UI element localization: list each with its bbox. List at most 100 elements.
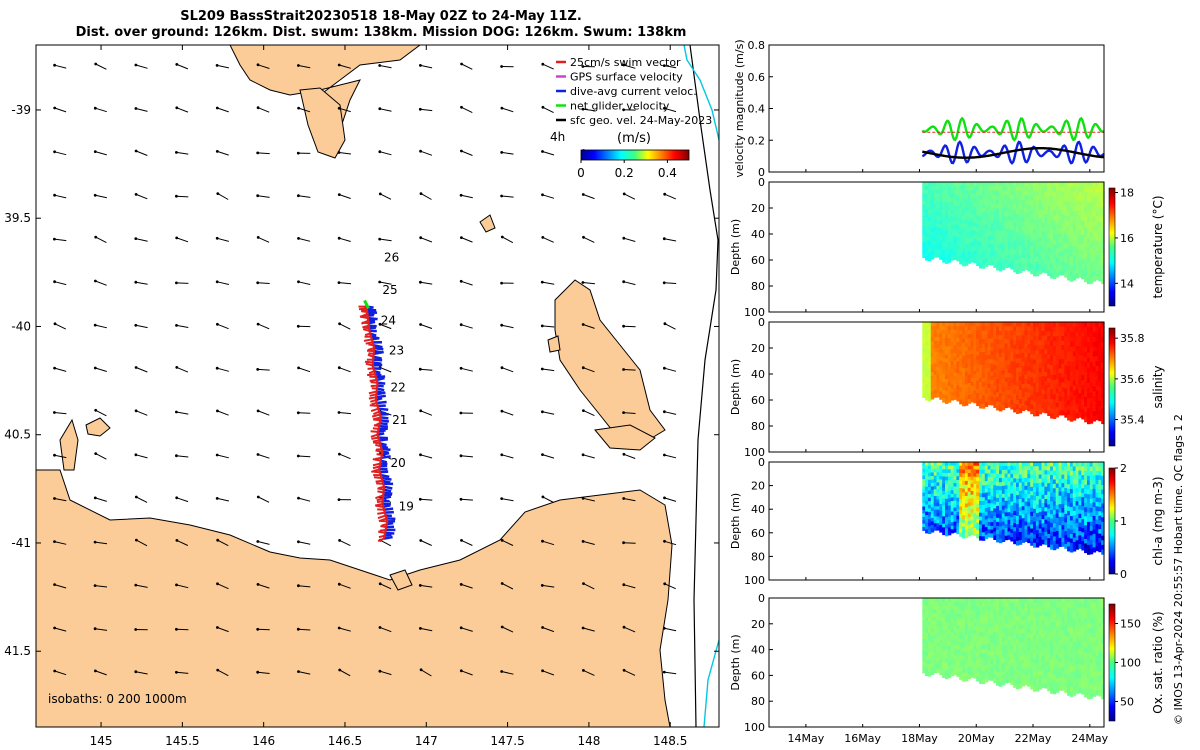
sfc-vector-head-197: [256, 583, 260, 586]
sfc-vector-head-124: [540, 367, 544, 371]
map-ytick-label-0: -39: [11, 103, 31, 117]
sfc-vector-17: [95, 107, 107, 113]
sfc-vector-head-86: [297, 280, 300, 284]
sfc-vector-3: [176, 63, 189, 70]
sfc-vector-44: [542, 151, 555, 156]
sfc-vector-head-169: [418, 497, 422, 501]
sfc-vector-head-166: [297, 496, 300, 500]
sfc-vector-head-50: [134, 193, 138, 196]
sfc-vector-50: [135, 193, 148, 200]
sfc-vector-9: [420, 64, 433, 69]
sfc-vector-175: [664, 497, 677, 502]
sfc-vector-head-130: [134, 409, 138, 413]
sfc-vector-head-80: [53, 280, 56, 284]
sfc-vector-head-223: [662, 626, 666, 630]
sfc-vector-49: [95, 194, 108, 199]
sfc-vector-head-181: [256, 540, 260, 543]
sfc-vector-head-65: [94, 235, 98, 239]
sfc-vector-head-187: [500, 539, 504, 542]
sfc-vector-78: [623, 237, 636, 242]
swim-vector-2-0: [374, 503, 383, 507]
sfc-vector-41: [420, 150, 433, 156]
sfc-vector-head-172: [541, 495, 545, 499]
swim-vector-10-1: [364, 360, 373, 364]
flinders-island: [554, 279, 666, 446]
sfc-vector-head-230: [297, 670, 300, 673]
sfc-vector-head-105: [419, 323, 422, 326]
current-vector-7-3: [378, 407, 389, 412]
sfc-vector-head-195: [175, 583, 178, 587]
sfc-vector-head-82: [134, 280, 138, 284]
sfc-vector-head-6: [297, 64, 300, 67]
sfc-vector-head-122: [459, 366, 463, 370]
sfc-vector-155: [501, 454, 514, 459]
sfc-vector-head-150: [296, 454, 300, 458]
current-vector-10-5: [373, 349, 382, 354]
sfc-vector-52: [217, 193, 229, 200]
map-xtick-label-5: 147.5: [490, 734, 524, 748]
sfc-vector-head-154: [459, 454, 463, 458]
sfc-vector-head-202: [459, 583, 463, 586]
legend-timestep: 4h: [550, 130, 565, 144]
sfc-vector-head-25: [418, 107, 422, 111]
sfc-vector-head-40: [378, 150, 382, 154]
sfc-vector-head-68: [215, 236, 219, 240]
sfc-vector-96: [54, 323, 67, 330]
sfc-vector-head-179: [175, 539, 179, 542]
map-xtick-label-3: 146.5: [328, 734, 362, 748]
sfc-vector-183: [339, 539, 351, 547]
sfc-vector-64: [54, 238, 67, 242]
sfc-vector-37: [257, 152, 270, 155]
sfc-vector-159: [664, 454, 677, 459]
sfc-vector-134: [298, 412, 311, 414]
isobath-200m-east: [689, 45, 719, 727]
sfc-vector-56: [380, 193, 392, 200]
sfc-vector-93: [582, 282, 595, 285]
sfc-vector-head-143: [663, 410, 666, 414]
sfc-vector-head-41: [419, 149, 422, 153]
sfc-vector-head-106: [459, 323, 463, 327]
sfc-vector-149: [257, 454, 270, 459]
sfc-vector-head-233: [419, 668, 423, 672]
sfc-vector-26: [461, 106, 473, 114]
colorbar-label: (m/s): [617, 131, 651, 146]
sfc-vector-21: [257, 107, 270, 113]
sfc-vector-148: [217, 454, 229, 459]
map-xtick-label-6: 148: [577, 734, 600, 748]
sfc-vector-132: [217, 410, 229, 416]
sfc-vector-head-22: [297, 106, 300, 110]
colorbar-tick-label-0: 0: [577, 166, 585, 180]
sfc-vector-head-227: [175, 670, 178, 674]
current-vector-6-5: [380, 419, 390, 423]
sfc-vector-head-49: [93, 193, 97, 197]
sfc-vector-head-188: [541, 539, 544, 543]
sfc-vector-124: [542, 368, 555, 372]
sfc-vector-105: [420, 324, 433, 329]
sfc-vector-head-138: [459, 411, 463, 415]
sfc-vector-169: [420, 498, 433, 501]
sfc-vector-60: [542, 194, 555, 199]
sfc-vector-head-52: [216, 192, 220, 196]
sfc-vector-head-83: [175, 281, 178, 285]
sfc-vector-head-113: [93, 366, 97, 370]
sfc-vector-head-39: [337, 151, 341, 154]
sfc-vector-head-219: [500, 625, 504, 629]
sfc-vector-35: [176, 151, 189, 155]
sfc-vector-head-149: [256, 453, 260, 456]
sfc-vector-63: [664, 193, 676, 200]
king-island: [59, 418, 79, 471]
sfc-vector-75: [502, 236, 514, 244]
sfc-vector-80: [54, 281, 67, 286]
sfc-vector-head-109: [581, 323, 585, 326]
sfc-vector-123: [501, 367, 514, 373]
sfc-vector-head-235: [500, 670, 504, 673]
sfc-vector-head-60: [541, 193, 544, 197]
sfc-vector-36: [217, 150, 229, 156]
sfc-vector-55: [339, 194, 351, 199]
sfc-vector-129: [95, 409, 107, 417]
map-ytick-label-3: 40.5: [4, 428, 31, 442]
colorbar-bar: [580, 149, 690, 161]
sfc-vector-head-218: [459, 626, 463, 630]
current-vector-1-3: [384, 510, 394, 514]
